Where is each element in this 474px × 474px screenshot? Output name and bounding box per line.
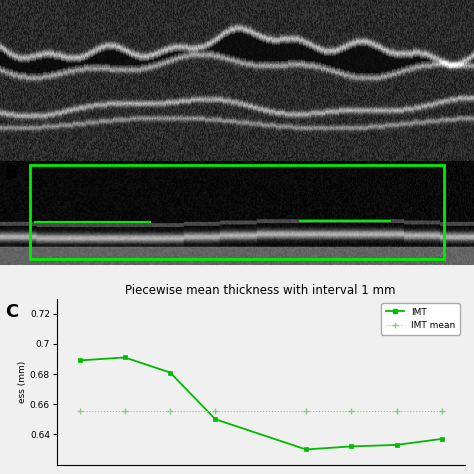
Text: B: B xyxy=(5,164,18,182)
Y-axis label: ess (mm): ess (mm) xyxy=(18,360,27,403)
Title: Piecewise mean thickness with interval 1 mm: Piecewise mean thickness with interval 1… xyxy=(126,284,396,298)
Legend: IMT, IMT mean: IMT, IMT mean xyxy=(382,303,460,335)
Bar xyxy=(30,165,444,259)
Text: C: C xyxy=(5,303,18,321)
